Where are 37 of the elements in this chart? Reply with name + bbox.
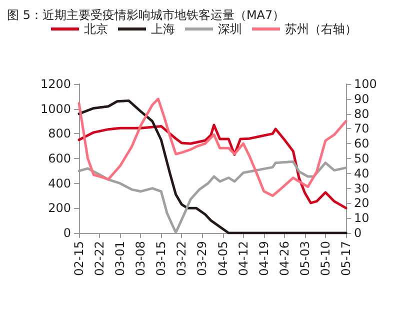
y-tick-label: 600: [48, 152, 71, 166]
y2-tick-label: 0: [354, 226, 362, 240]
chart-title: 图 5：近期主要受疫情影响城市地铁客运量（MA7）: [7, 8, 285, 22]
y2-tick-label: 100: [354, 77, 377, 91]
legend-label: 深圳: [218, 22, 242, 36]
y2-tick-label: 80: [354, 106, 370, 121]
y-tick-label: 400: [48, 176, 71, 190]
y2-tick-label: 60: [354, 136, 370, 151]
legend-label: 上海: [151, 22, 175, 36]
x-tick-label: 03-29: [195, 241, 210, 276]
x-tick-label: 05-17: [339, 241, 353, 276]
x-tick-label: 03-08: [134, 241, 148, 276]
legend-label: 苏州（右轴）: [285, 22, 357, 36]
y2-tick-label: 50: [354, 152, 370, 166]
y-tick-label: 1200: [40, 77, 71, 91]
x-tick-label: 03-15: [154, 241, 168, 276]
x-tick-label: 05-03: [298, 241, 312, 276]
x-tick-label: 02-15: [72, 241, 86, 276]
x-tick-label: 04-05: [216, 241, 230, 276]
x-tick-label: 02-22: [92, 241, 107, 276]
x-tick-label: 05-10: [318, 241, 332, 276]
x-tick-label: 04-12: [236, 241, 250, 276]
y-tick-label: 200: [48, 201, 71, 216]
y2-tick-label: 70: [354, 122, 370, 136]
legend-label: 北京: [84, 22, 108, 36]
x-tick-label: 04-26: [277, 241, 292, 276]
y2-tick-label: 10: [354, 211, 370, 226]
y2-tick-label: 20: [354, 196, 370, 210]
y2-tick-label: 40: [354, 166, 370, 180]
y2-tick-label: 30: [354, 181, 370, 196]
y2-tick-label: 90: [354, 92, 370, 106]
x-tick-label: 03-01: [113, 241, 128, 276]
y-tick-label: 1000: [40, 102, 71, 116]
y-tick-label: 0: [63, 226, 71, 240]
y-tick-label: 800: [48, 126, 71, 141]
x-tick-label: 04-19: [256, 241, 271, 276]
x-tick-label: 03-22: [174, 241, 189, 276]
